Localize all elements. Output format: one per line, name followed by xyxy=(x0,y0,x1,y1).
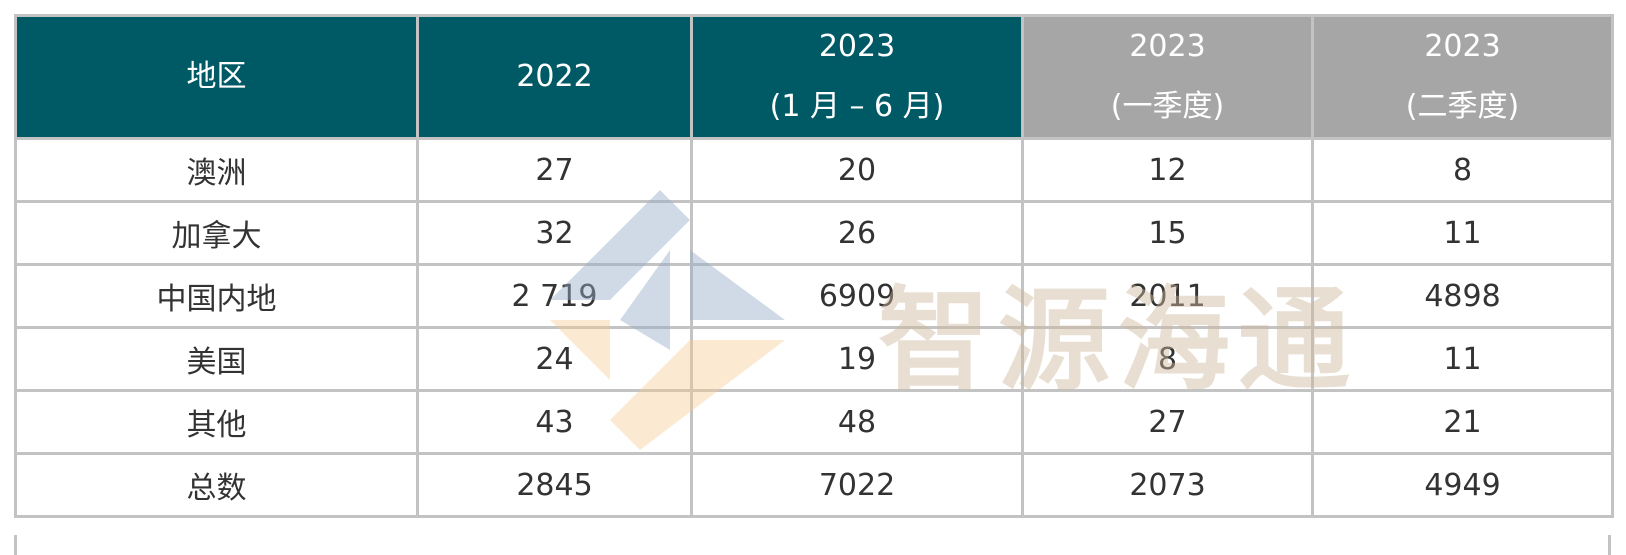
table-cell: 2073 xyxy=(1021,452,1314,518)
table-cell: 11 xyxy=(1311,200,1614,266)
table-cell: 2845 xyxy=(416,452,693,518)
header-cell: 2022 xyxy=(416,14,693,140)
header-row: 地区 2022 2023 (1 月 – 6 月) 2023 (一季度) 2023 (二季度) xyxy=(14,14,1614,140)
header-text: (二季度) xyxy=(1405,89,1520,124)
table-cell: 7022 xyxy=(690,452,1024,518)
table-cell: 4949 xyxy=(1311,452,1614,518)
table-cell: 总数 xyxy=(14,452,419,518)
table-cell: 11 xyxy=(1311,326,1614,392)
table-cell: 加拿大 xyxy=(14,200,419,266)
header-text: 2023 xyxy=(818,29,896,64)
table-cell: 2 719 xyxy=(416,263,693,329)
table-cell: 8 xyxy=(1311,137,1614,203)
table-cell: 27 xyxy=(1021,389,1314,455)
table-cell: 中国内地 xyxy=(14,263,419,329)
table-cell: 其他 xyxy=(14,389,419,455)
table-cell: 24 xyxy=(416,326,693,392)
header-text: 2022 xyxy=(516,59,593,94)
header-cell: 2023 (二季度) xyxy=(1311,14,1614,140)
table-cell: 43 xyxy=(416,389,693,455)
header-cell: 地区 xyxy=(14,14,419,140)
table-cell: 2011 xyxy=(1021,263,1314,329)
table-cell: 6909 xyxy=(690,263,1024,329)
table-cell: 19 xyxy=(690,326,1024,392)
table-cell: 澳洲 xyxy=(14,137,419,203)
table-cell: 美国 xyxy=(14,326,419,392)
data-table: 地区 2022 2023 (1 月 – 6 月) 2023 (一季度) 2023 (二季度) … xyxy=(14,14,1614,518)
table-cell: 26 xyxy=(690,200,1024,266)
table-continuation xyxy=(14,535,1611,555)
table-row: 中国内地 2 719 6909 2011 4898 xyxy=(14,263,1614,329)
table-cell: 4898 xyxy=(1311,263,1614,329)
table-cell: 27 xyxy=(416,137,693,203)
table-row: 澳洲 27 20 12 8 xyxy=(14,137,1614,203)
table-cell: 32 xyxy=(416,200,693,266)
table-cell: 15 xyxy=(1021,200,1314,266)
table-cell: 12 xyxy=(1021,137,1314,203)
table-row: 美国 24 19 8 11 xyxy=(14,326,1614,392)
header-text: 2023 xyxy=(1129,29,1206,64)
table-row: 其他 43 48 27 21 xyxy=(14,389,1614,455)
table-cell: 20 xyxy=(690,137,1024,203)
table-row: 加拿大 32 26 15 11 xyxy=(14,200,1614,266)
header-text: 2023 xyxy=(1424,29,1501,64)
table-cell: 48 xyxy=(690,389,1024,455)
header-text: (1 月 – 6 月) xyxy=(769,89,945,124)
table-cell: 8 xyxy=(1021,326,1314,392)
header-text: 地区 xyxy=(186,59,247,94)
header-cell: 2023 (1 月 – 6 月) xyxy=(690,14,1024,140)
header-text: (一季度) xyxy=(1110,89,1225,124)
table-cell: 21 xyxy=(1311,389,1614,455)
header-cell: 2023 (一季度) xyxy=(1021,14,1314,140)
table-container: 地区 2022 2023 (1 月 – 6 月) 2023 (一季度) 2023 (二季度) … xyxy=(14,14,1614,518)
table-row: 总数 2845 7022 2073 4949 xyxy=(14,452,1614,518)
